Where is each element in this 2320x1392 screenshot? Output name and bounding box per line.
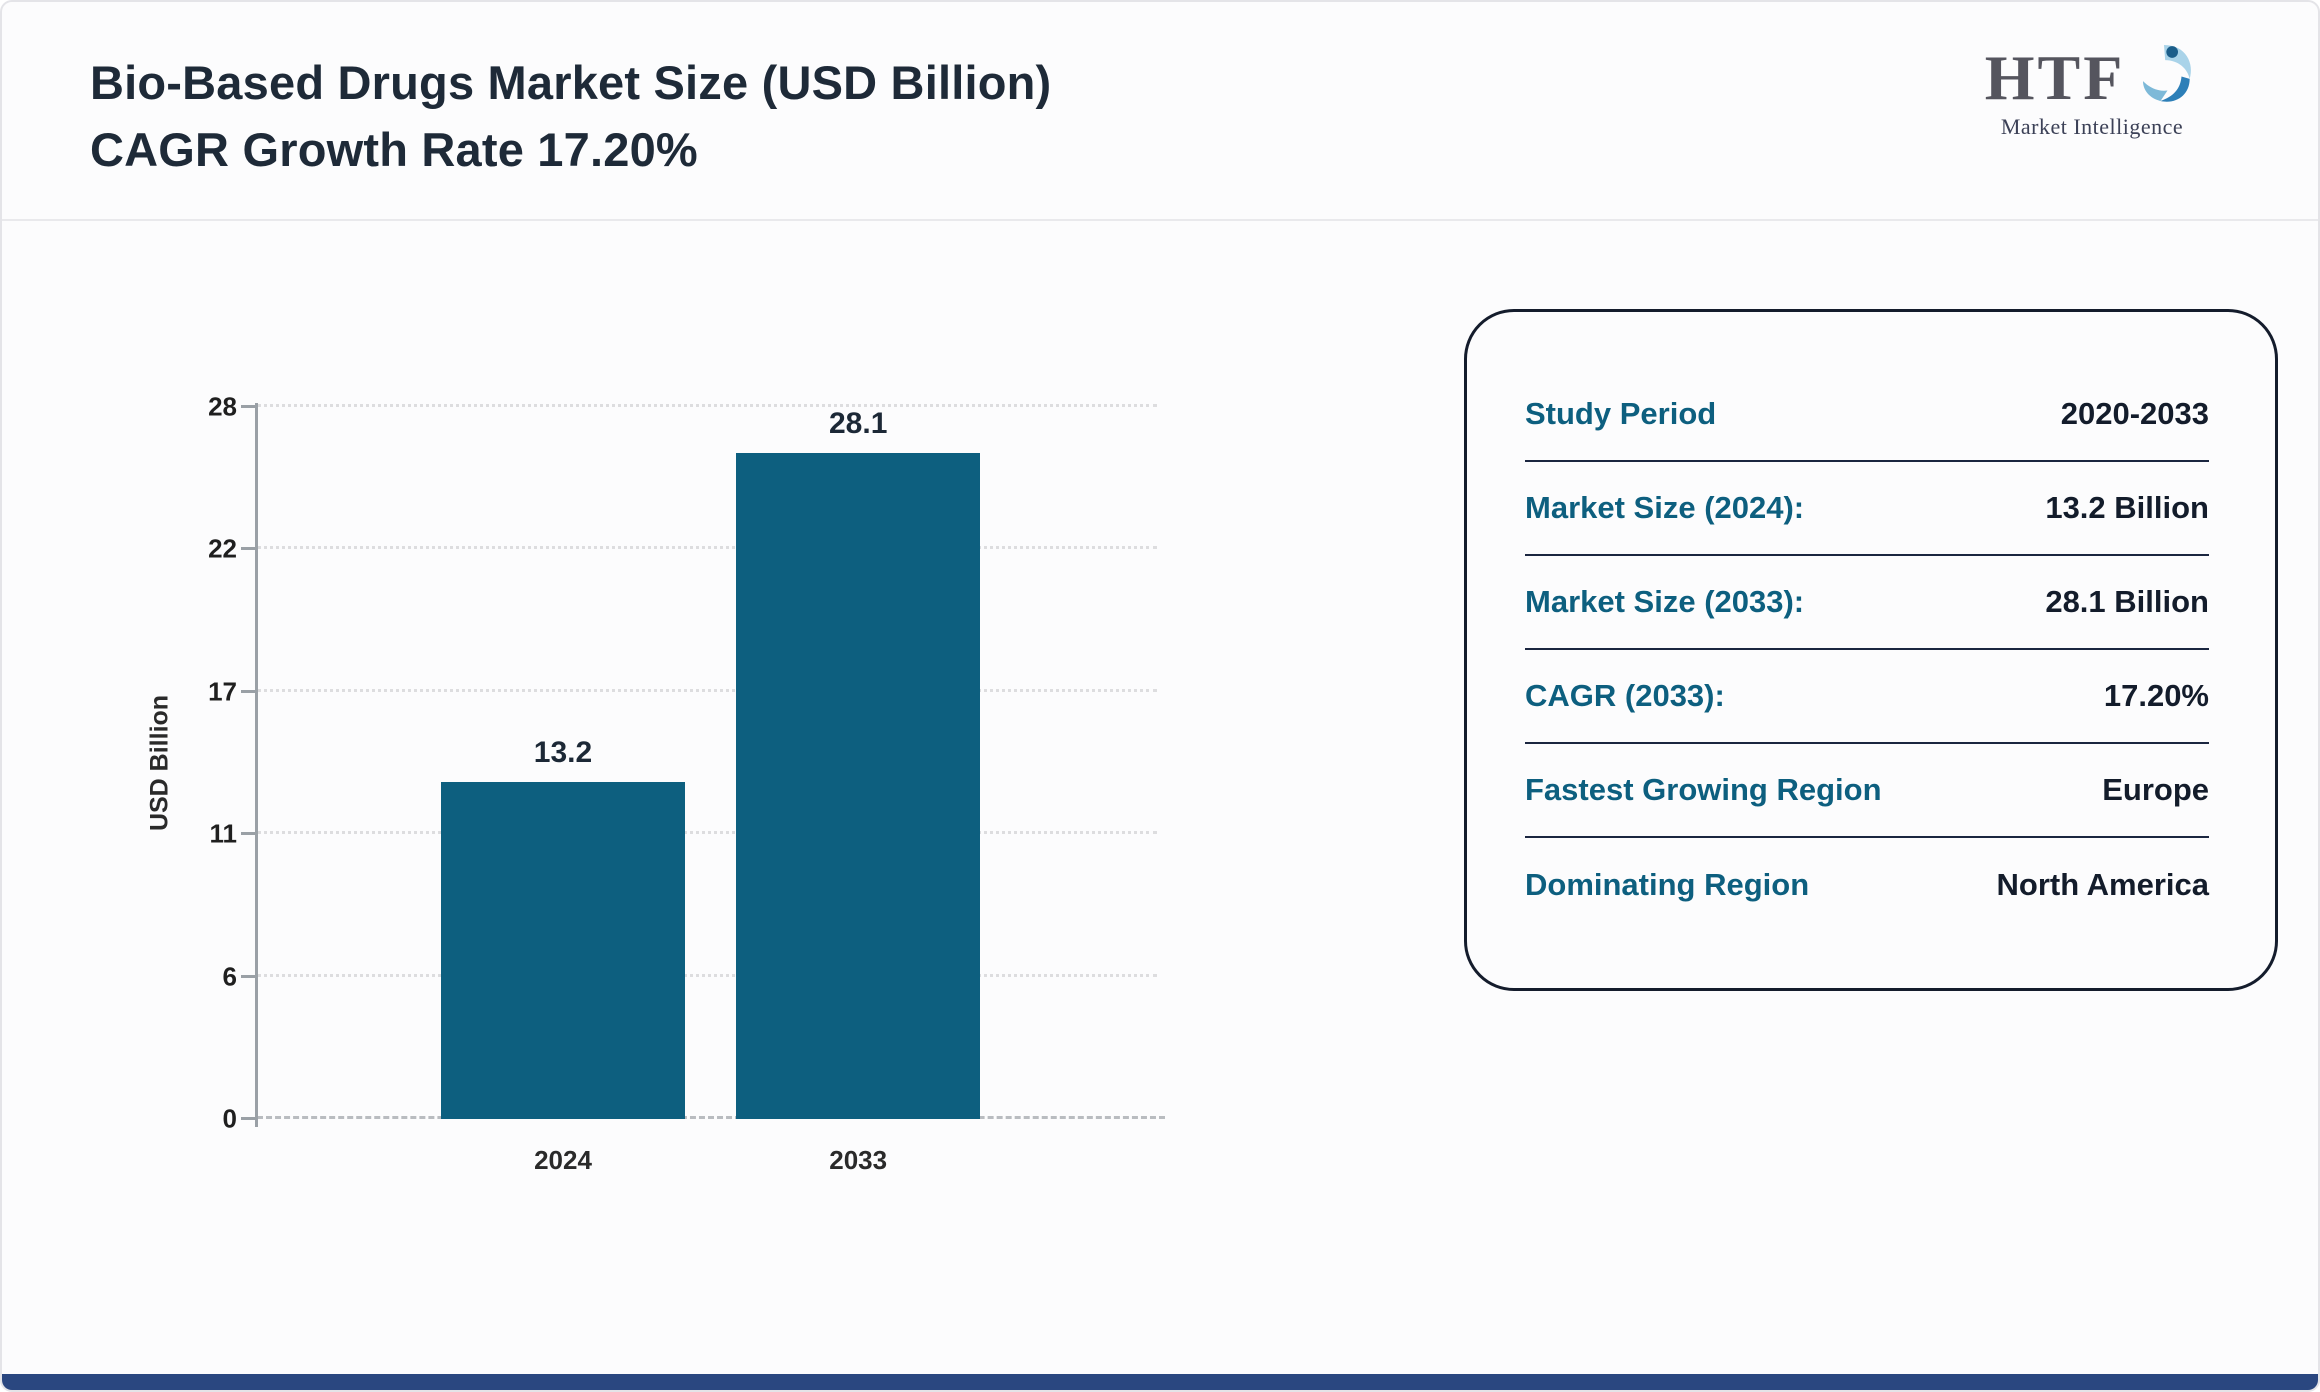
y-tick-label-6: 6 — [222, 961, 237, 992]
bar-2033 — [736, 453, 981, 1119]
bottom-accent-bar — [2, 1374, 2318, 1390]
market-summary-card: Study Period 2020-2033 Market Size (2024… — [1464, 309, 2278, 991]
info-value: Europe — [2102, 772, 2209, 807]
info-value: 17.20% — [2103, 678, 2209, 713]
plot-area: 13.2 28.1 2024 2033 — [241, 403, 1165, 1175]
y-tick-label-22: 22 — [208, 533, 237, 564]
gridline-y6 — [241, 973, 1157, 978]
y-tick-label-17: 17 — [208, 676, 237, 707]
gridline-y22 — [241, 546, 1157, 551]
info-label: CAGR (2033): — [1525, 678, 1725, 713]
gridline-y17 — [241, 688, 1157, 693]
bar-2024 — [441, 782, 685, 1119]
y-tick-labels: 0 6 11 17 22 28 — [132, 392, 238, 1134]
title-line-2: CAGR Growth Rate 17.20% — [90, 122, 698, 176]
info-row-cagr: CAGR (2033): 17.20% — [1525, 650, 2209, 744]
info-value: 2020-2033 — [2060, 396, 2209, 431]
y-tick-label-0: 0 — [222, 1103, 237, 1134]
title-line-1: Bio-Based Drugs Market Size (USD Billion… — [90, 56, 1052, 109]
info-row-dominating-region: Dominating Region North America — [1525, 838, 2209, 932]
info-row-study-period: Study Period 2020-2033 — [1525, 368, 2209, 462]
y-axis-line — [255, 403, 258, 1127]
info-label: Market Size (2033): — [1525, 584, 1805, 619]
info-row-market-size-2033: Market Size (2033): 28.1 Billion — [1525, 556, 2209, 650]
x-tick-label-2033: 2033 — [829, 1145, 888, 1175]
bar-value-label-2033: 28.1 — [828, 407, 888, 440]
info-label: Dominating Region — [1525, 867, 1810, 902]
logo-swirl-icon — [2143, 45, 2192, 102]
info-label: Study Period — [1525, 396, 1717, 431]
bar-group-2033: 28.1 — [736, 407, 981, 1119]
logo-text: HTF — [1984, 42, 2126, 113]
bar-group-2024: 13.2 — [441, 407, 685, 1119]
brand-logo: HTF Market Intelligence — [1932, 42, 2252, 140]
header-divider — [2, 219, 2318, 221]
y-tick-label-28: 28 — [208, 391, 237, 422]
info-row-fastest-growing-region: Fastest Growing Region Europe — [1525, 744, 2209, 838]
gridline-y11 — [241, 831, 1157, 836]
info-value: 13.2 Billion — [2045, 490, 2209, 525]
logo-tagline: Market Intelligence — [2000, 114, 2184, 139]
info-label: Fastest Growing Region — [1525, 772, 1882, 807]
info-value: 28.1 Billion — [2045, 584, 2209, 619]
info-value: North America — [1996, 867, 2209, 902]
info-label: Market Size (2024): — [1525, 490, 1805, 525]
page-title: Bio-Based Drugs Market Size (USD Billion… — [90, 50, 1051, 183]
logo-row: HTF — [1932, 42, 2252, 113]
info-row-market-size-2024: Market Size (2024): 13.2 Billion — [1525, 462, 2209, 556]
bar-value-label-2024: 13.2 — [533, 736, 593, 769]
x-axis-baseline — [241, 1116, 1165, 1120]
y-tick-label-11: 11 — [209, 818, 238, 849]
gridline-y28 — [241, 404, 1157, 408]
x-tick-label-2024: 2024 — [534, 1145, 592, 1175]
